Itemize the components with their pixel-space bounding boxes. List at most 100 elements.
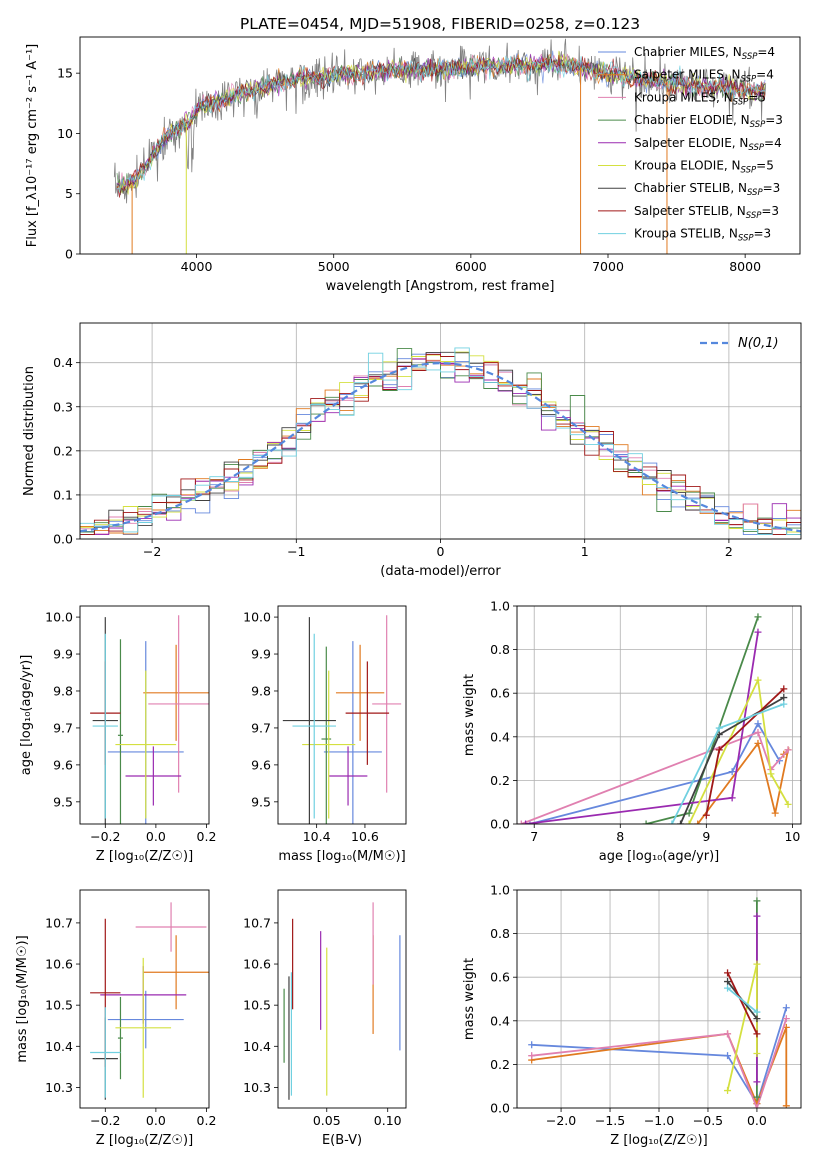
mass-weight-marker	[754, 720, 762, 728]
legend-subscript: SSP	[742, 52, 758, 62]
legend-entry: N(0,1)	[738, 336, 779, 351]
mass-weight-marker	[685, 809, 693, 817]
mass-weight-line-1	[529, 721, 781, 824]
y-tick-label: 9.6	[251, 757, 271, 772]
y-tick-label: 1.0	[490, 883, 510, 898]
x-tick-label: 0.05	[313, 1113, 341, 1128]
mass-weight-marker	[782, 1015, 790, 1023]
mass-weight-marker	[784, 800, 792, 808]
panel-mass-vs-z: −0.2 0.0 0.2 10.3 10.4 10.5 10.6 10.7 Z [log₁₀(Z…	[15, 889, 217, 1148]
y-tick-label: 9.8	[53, 683, 73, 698]
y-tick-label: 10	[57, 126, 73, 141]
legend-entry: Salpeter STELIB, NSSP=3	[634, 204, 779, 221]
normal-reference-curve	[80, 361, 801, 533]
x-tick-label: −0.5	[693, 1113, 723, 1128]
legend-entry: Chabrier ELODIE, NSSP=3	[634, 113, 783, 130]
panel-residuals: −2 −1 0 1 2 0.0 0.1 0.2 0.3 0.4 (data-model)/error…	[22, 322, 802, 579]
legend-entry: Kroupa ELODIE, NSSP=5	[634, 159, 774, 176]
y-tick-label: 10.5	[243, 998, 271, 1013]
panel-mass-vs-ebv: 0.05 0.10 10.3 10.4 10.5 10.6 10.7 E(B-V)	[243, 889, 407, 1148]
histogram-9	[80, 347, 801, 539]
x-axis-label: Z [log₁₀(Z/Z☉)]	[610, 1133, 707, 1148]
legend-entry: Salpeter MILES, NSSP=4	[634, 68, 774, 85]
mass-weight-line-8	[726, 972, 758, 1035]
mass-weight-marker	[780, 685, 788, 693]
legend-subscript: SSP	[748, 143, 764, 153]
spectrum-legend: Chabrier MILES, NSSP=4 Salpeter MILES, NS…	[598, 45, 783, 244]
mass-weight-marker	[642, 820, 650, 824]
mass-weight-marker	[754, 613, 762, 621]
x-axis-label: Z [log₁₀(Z/Z☉)]	[96, 849, 193, 864]
mass-weight-marker	[753, 1050, 761, 1057]
mass-weight-line-1	[531, 1007, 788, 1106]
legend-subscript: SSP	[733, 97, 749, 107]
model-spectrum-9	[116, 55, 766, 193]
plot-area	[113, 38, 767, 254]
mass-weight-marker	[715, 746, 723, 754]
x-tick-label: 10.4	[303, 829, 331, 844]
mass-weight-marker	[754, 728, 762, 736]
y-axis-label: mass weight	[462, 674, 477, 756]
x-tick-label: 0.2	[197, 829, 217, 844]
y-tick-label: 9.7	[251, 720, 271, 735]
x-tick-label: −1.0	[644, 1113, 674, 1128]
mass-weight-marker	[694, 820, 702, 824]
mass-weight-marker	[724, 1052, 732, 1060]
y-tick-label: 9.9	[251, 647, 271, 662]
panel-age-vs-mass: 10.4 10.6 9.5 9.6 9.7 9.8 9.9 10.0 mass [log₁₀(M…	[243, 605, 407, 864]
model-spectrum-7	[116, 52, 766, 194]
x-axis-label: wavelength [Angstrom, rest frame]	[326, 279, 555, 294]
mass-weight-marker	[522, 820, 530, 824]
mass-weight-marker	[517, 820, 525, 824]
mass-weight-marker	[784, 746, 792, 754]
mass-weight-marker	[753, 1093, 761, 1101]
panel-spectrum: 4000 5000 6000 7000 8000 0 5 10 15 wavelength [An…	[25, 36, 801, 294]
mass-weight-line-3	[520, 731, 789, 824]
y-tick-label: 0.0	[490, 1101, 510, 1116]
x-tick-label: 9	[702, 829, 710, 844]
mass-weight-marker	[526, 820, 534, 824]
plot-area	[90, 902, 209, 1100]
legend-subscript: SSP	[750, 120, 766, 130]
legend-value: =3	[754, 227, 772, 241]
x-tick-label: −2.0	[546, 1113, 576, 1128]
mass-weight-marker	[728, 794, 736, 802]
y-tick-label: 9.5	[251, 794, 271, 809]
x-tick-label: 7000	[592, 259, 624, 274]
y-axis-label: age [log₁₀(age/yr)]	[19, 655, 34, 776]
legend-value: =3	[763, 181, 781, 195]
x-axis-label: (data-model)/error	[380, 564, 501, 579]
y-tick-label: 0.4	[53, 355, 73, 370]
x-tick-label: −1.5	[595, 1113, 625, 1128]
y-axis-label: Normed distribution	[22, 366, 37, 496]
y-tick-label: 0.2	[53, 443, 73, 458]
legend-subscript: SSP	[747, 188, 763, 198]
x-tick-label: −1	[287, 544, 305, 559]
y-tick-label: 0.4	[490, 1013, 510, 1028]
mass-weight-marker	[754, 628, 762, 636]
y-tick-label: 10.7	[243, 915, 271, 930]
mass-weight-marker	[728, 768, 736, 776]
legend-value: =4	[756, 68, 774, 82]
x-tick-label: 0.0	[747, 1113, 767, 1128]
x-tick-label: 2	[725, 544, 733, 559]
y-tick-label: 9.9	[53, 647, 73, 662]
axes-frame	[277, 889, 407, 1109]
mass-weight-marker	[767, 770, 775, 778]
mass-weight-marker	[753, 1078, 761, 1086]
mass-weight-marker	[782, 1102, 790, 1108]
y-tick-label: 0.8	[490, 642, 510, 657]
y-tick-label: 15	[57, 66, 73, 81]
x-tick-label: 0.2	[197, 1113, 217, 1128]
legend-subscript: SSP	[741, 75, 757, 85]
y-tick-label: 0.0	[53, 532, 73, 547]
x-tick-label: 7	[530, 829, 538, 844]
mass-weight-marker	[753, 897, 761, 905]
legend-value: =4	[757, 45, 775, 59]
x-tick-label: 1	[581, 544, 589, 559]
y-tick-label: 9.8	[251, 683, 271, 698]
figure-title: PLATE=0454, MJD=51908, FIBERID=0258, z=0…	[240, 15, 640, 33]
x-axis-label: E(B-V)	[322, 1133, 362, 1148]
mass-weight-marker	[753, 960, 761, 968]
x-tick-label: 5000	[318, 259, 350, 274]
